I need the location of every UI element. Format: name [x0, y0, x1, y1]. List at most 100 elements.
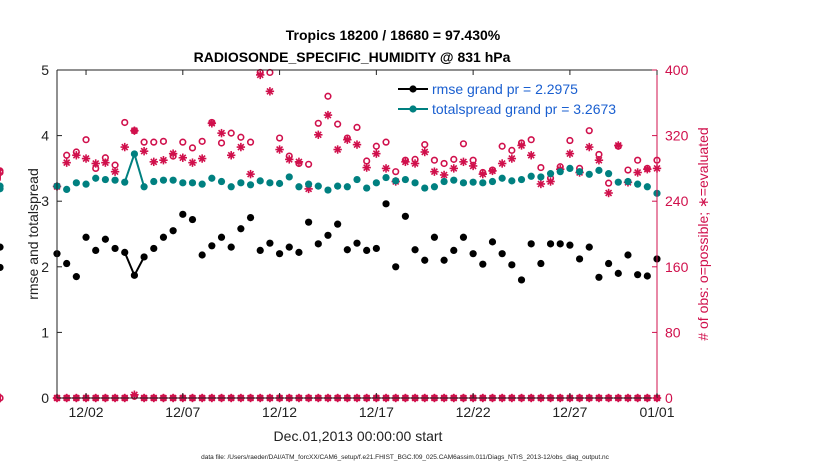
- obs-possible-point: [605, 179, 613, 187]
- asterisk-stroke: [324, 111, 332, 119]
- obs-evaluated-point: [91, 159, 100, 168]
- obs-evaluated-point: [178, 153, 188, 162]
- rmse-point: [488, 238, 497, 246]
- asterisk-stroke: [382, 164, 390, 172]
- rmse-point: [363, 246, 371, 254]
- asterisk-stroke: [527, 151, 535, 159]
- rmse-point: [0, 263, 4, 272]
- y-left-tick-label: 2: [41, 259, 49, 275]
- obs-evaluated-point: [488, 166, 497, 176]
- spread-point: [517, 175, 526, 184]
- spread-point: [575, 168, 584, 176]
- rmse-point: [92, 246, 100, 254]
- obs-evaluated-point: [285, 155, 294, 164]
- asterisk-stroke: [285, 155, 293, 163]
- spread-point: [111, 176, 119, 184]
- obs-possible-point: [421, 141, 429, 149]
- rmse-point: [372, 244, 380, 253]
- spread-point: [227, 183, 235, 191]
- y-left-tick-label: 0: [41, 390, 49, 406]
- spread-point: [624, 177, 632, 186]
- obs-evaluated-point: [439, 170, 449, 180]
- obs-evaluated-point: [81, 154, 91, 163]
- spread-point: [440, 177, 448, 186]
- obs-evaluated-point: [381, 164, 391, 173]
- spread-point: [130, 150, 139, 158]
- obs-evaluated-point: [526, 151, 536, 160]
- rmse-point: [140, 253, 148, 261]
- spread-point: [159, 176, 168, 184]
- obs-possible-point: [121, 118, 129, 127]
- asterisk-stroke: [421, 148, 429, 156]
- spread-point: [275, 179, 284, 188]
- rmse-point: [208, 242, 216, 250]
- obs-possible-point: [508, 146, 516, 154]
- asterisk-stroke: [198, 155, 206, 163]
- spread-point: [605, 170, 613, 178]
- obs-evaluated-point: [256, 70, 265, 80]
- obs-evaluated-point: [478, 169, 488, 179]
- rmse-point: [382, 200, 390, 208]
- asterisk-stroke: [159, 156, 167, 164]
- rmse-point: [605, 259, 613, 268]
- asterisk-stroke: [295, 158, 303, 166]
- obs-evaluated-point: [72, 151, 81, 160]
- y-left-tick-label: 3: [41, 193, 49, 209]
- asterisk-stroke: [372, 150, 380, 158]
- asterisk-stroke: [605, 189, 613, 197]
- rmse-point: [0, 243, 4, 251]
- x-tick-label: 12/22: [456, 404, 491, 420]
- y-right-tick-label: 80: [665, 324, 681, 340]
- asterisk-stroke: [643, 165, 651, 173]
- spread-point: [469, 178, 477, 186]
- plot-background: [57, 70, 657, 398]
- rmse-point: [227, 243, 235, 251]
- rmse-point: [498, 250, 506, 258]
- asterisk-stroke: [518, 141, 526, 149]
- asterisk-stroke: [266, 87, 274, 95]
- legend-spread-marker: [409, 105, 417, 113]
- obs-evaluated-point: [197, 154, 207, 163]
- rmse-point: [517, 276, 526, 284]
- x-tick-label: 12/17: [359, 404, 394, 420]
- rmse-point: [275, 250, 284, 258]
- spread-point: [372, 179, 380, 187]
- obs-possible-point: [353, 123, 361, 131]
- obs-evaluated-point: [546, 177, 555, 186]
- obs-evaluated-point: [110, 167, 120, 176]
- obs-evaluated-point: [333, 145, 342, 154]
- spread-point: [72, 179, 80, 187]
- asterisk-stroke: [130, 127, 138, 135]
- asterisk-stroke: [547, 178, 555, 186]
- rmse-point: [63, 259, 71, 268]
- asterisk-stroke: [508, 155, 516, 163]
- x-tick-label: 01/01: [639, 404, 674, 420]
- spread-point: [488, 177, 497, 186]
- obs-possible-point: [198, 137, 206, 145]
- asterisk-stroke: [430, 168, 438, 176]
- bottom-possible-point: [0, 394, 4, 402]
- asterisk-stroke: [72, 151, 80, 159]
- obs-possible-point: [430, 156, 439, 164]
- rmse-point: [237, 225, 245, 233]
- asterisk-stroke: [227, 151, 235, 159]
- rmse-point: [430, 233, 439, 241]
- rmse-point: [634, 271, 642, 279]
- asterisk-stroke: [218, 129, 226, 137]
- spread-point: [121, 178, 129, 186]
- rmse-point: [595, 273, 603, 281]
- spread-point: [92, 174, 100, 182]
- spread-point: [295, 183, 303, 191]
- x-tick-label: 12/07: [165, 404, 200, 420]
- spread-point: [585, 170, 593, 178]
- obs-possible-point: [305, 160, 313, 168]
- rmse-point: [411, 246, 419, 254]
- obs-evaluated-point: [168, 149, 178, 158]
- spread-point: [0, 185, 4, 193]
- asterisk-stroke: [188, 159, 196, 167]
- rmse-point: [188, 215, 197, 224]
- y-right-tick-label: 400: [665, 62, 689, 78]
- obs-evaluated-point: [401, 157, 410, 167]
- obs-evaluated-point: [62, 158, 71, 167]
